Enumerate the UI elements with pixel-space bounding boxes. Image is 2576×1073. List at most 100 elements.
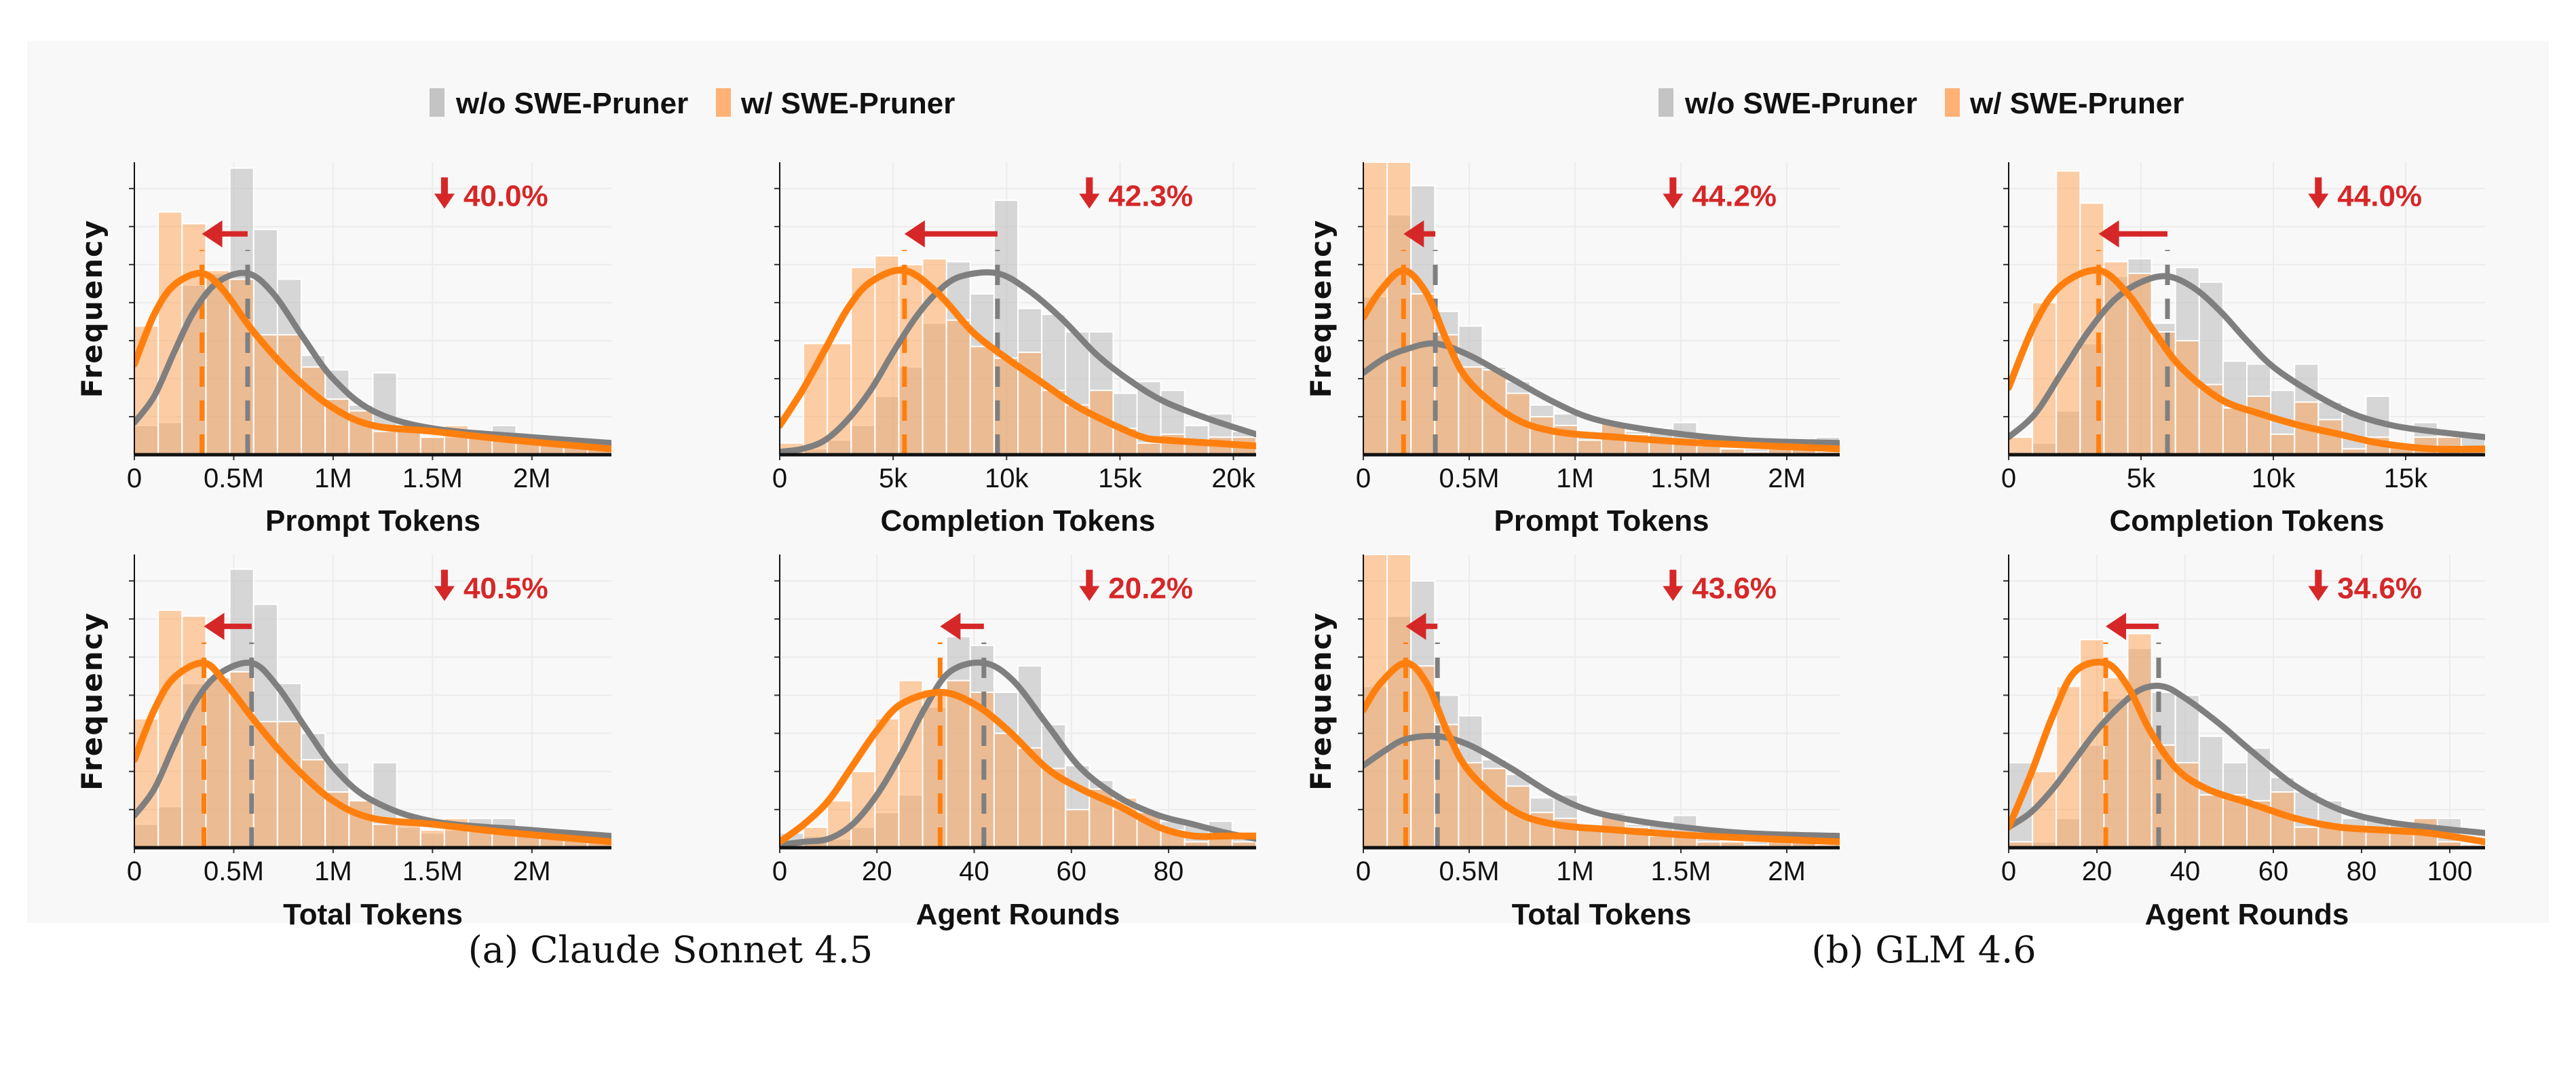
x-tick-label: 1.5M [402, 464, 463, 493]
kde-curve-with [780, 689, 1256, 846]
kde-curve-without [780, 269, 1256, 455]
down-arrow-icon [1079, 193, 1100, 209]
bar-with [2246, 395, 2272, 455]
legend-label-with: w/ SWE-Pruner [1969, 87, 2184, 120]
x-tick-label: 5k [879, 464, 908, 493]
x-axis-label: Total Tokens [283, 898, 463, 931]
caption-a: (a) Claude Sonnet 4.5 [468, 928, 873, 971]
x-tick-label: 15k [1098, 464, 1142, 493]
x-tick-label: 20 [2082, 856, 2113, 886]
legend-a: w/o SWE-Pruner w/ SWE-Pruner [430, 87, 955, 120]
x-tick-label: 1.5M [402, 856, 463, 886]
histogram-panel: 0 20 40 60 80 20.2% Agent Rounds [772, 554, 1256, 931]
x-tick-label: 1M [1556, 464, 1594, 493]
bar-with [1648, 835, 1674, 848]
bar-with [1386, 162, 1412, 455]
histogram-panel: 0 0.5M 1M 1.5M 2M 43.6% Total Tokens Frequency [1304, 554, 1840, 931]
down-arrow-icon [1669, 569, 1677, 588]
down-arrow-icon [1086, 177, 1093, 195]
bar-with [2270, 433, 2296, 455]
legend-label-without: w/o SWE-Pruner [455, 87, 688, 120]
bar-with [205, 269, 231, 455]
legend-label-without: w/o SWE-Pruner [1684, 87, 1917, 120]
shift-arrow-left-icon [204, 612, 225, 640]
kde-curve-with [1363, 267, 1840, 453]
y-axis-label: Frequency [1304, 611, 1338, 791]
x-tick-label: 20k [1211, 464, 1255, 493]
down-arrow-icon [1663, 586, 1684, 601]
legend-swatch-without [430, 88, 444, 117]
kde-curve-without [2009, 682, 2485, 836]
x-tick-label: 40 [959, 856, 989, 886]
legend-label-with: w/ SWE-Pruner [740, 87, 955, 120]
bar-with [850, 267, 876, 455]
bar-with [276, 334, 303, 455]
histogram-panel: 0 0.5M 1M 1.5M 2M 40.0% Prompt Tokens Frequency [75, 162, 611, 538]
kde-curve-without [780, 659, 1256, 848]
x-tick-label: 2M [1768, 856, 1806, 886]
bar-with [2056, 170, 2081, 455]
down-arrow-icon [2315, 177, 2322, 195]
down-arrow-icon [434, 586, 455, 601]
legend-swatch-with [716, 88, 731, 117]
x-tick-label: 15k [2384, 464, 2428, 493]
bar-with [372, 430, 398, 455]
reduction-label: 44.2% [1692, 179, 1777, 212]
x-tick-label: 20 [862, 856, 892, 886]
caption-b: (b) GLM 4.6 [1811, 928, 2036, 971]
bar-with [2389, 832, 2414, 848]
histogram-panel: 0 0.5M 1M 1.5M 2M 40.5% Total Tokens Frequency [75, 554, 611, 931]
bar-with [1576, 829, 1602, 848]
kde-curve-with [134, 269, 611, 453]
histogram-panel: 0 20 40 60 80 100 34.6% Agent Rounds [2001, 554, 2485, 931]
shift-arrow-left-icon [202, 220, 223, 248]
x-tick-label: 0 [772, 856, 787, 886]
x-tick-label: 10k [2252, 464, 2296, 493]
x-tick-label: 5k [2127, 464, 2156, 493]
down-arrow-icon [1086, 569, 1093, 588]
histogram-panel: 0 0.5M 1M 1.5M 2M 44.2% Prompt Tokens Frequency [1304, 162, 1840, 538]
bar-with [1529, 415, 1555, 455]
shift-arrow-left-icon [2106, 612, 2126, 640]
reduction-label: 40.5% [463, 571, 548, 605]
down-arrow-icon [440, 569, 448, 588]
bar-with [205, 677, 231, 848]
x-tick-label: 0.5M [204, 856, 264, 886]
bar-with [157, 211, 183, 455]
x-axis-label: Completion Tokens [2110, 504, 2385, 538]
reduction-label: 34.6% [2337, 571, 2422, 605]
x-tick-label: 0 [2001, 856, 2016, 886]
bar-with [1576, 439, 1602, 455]
shift-arrow-left-icon [1405, 612, 1426, 640]
bar-with [2294, 826, 2319, 848]
bar-with [348, 799, 374, 848]
bar-with [2009, 436, 2034, 455]
x-axis-label: Agent Rounds [916, 898, 1120, 931]
x-tick-label: 80 [1154, 856, 1184, 886]
y-axis-label: Frequency [75, 611, 109, 791]
down-arrow-icon [2308, 193, 2329, 209]
legend-swatch-with [1945, 88, 1960, 117]
x-tick-label: 100 [2427, 856, 2473, 886]
bar-with [945, 679, 971, 848]
x-tick-label: 2M [513, 464, 551, 493]
x-tick-label: 0 [772, 464, 787, 493]
x-axis-label: Prompt Tokens [265, 504, 480, 538]
x-tick-label: 0.5M [204, 464, 264, 493]
x-tick-label: 60 [2258, 856, 2289, 886]
shift-arrow-left-icon [940, 612, 961, 640]
bar-with [1065, 808, 1091, 848]
bar-with [993, 732, 1019, 848]
x-tick-label: 1.5M [1651, 464, 1711, 493]
x-tick-label: 0 [1356, 464, 1371, 493]
reduction-label: 44.0% [2337, 179, 2422, 212]
reduction-label: 40.0% [463, 179, 548, 212]
x-tick-label: 60 [1057, 856, 1087, 886]
bar-with [1136, 442, 1162, 455]
x-axis-label: Completion Tokens [881, 504, 1156, 538]
reduction-label: 20.2% [1108, 571, 1193, 605]
bar-with [2174, 339, 2200, 455]
kde-curve-without [2009, 273, 2485, 440]
kde-curve-without [1363, 340, 1840, 447]
